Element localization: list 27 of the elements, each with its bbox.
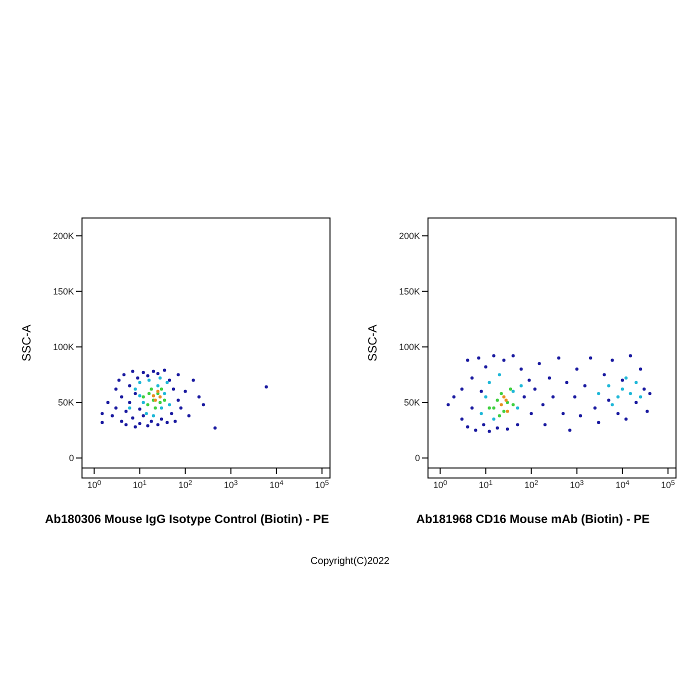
y-tick-label: 200K bbox=[398, 230, 420, 241]
x-tick-label: 10$^{2}$ bbox=[178, 480, 192, 490]
x-tick-label: 10$^{2}$ bbox=[524, 480, 538, 490]
y-tick-label: 0 bbox=[414, 453, 420, 463]
x-tick-label: 10$^{1}$ bbox=[478, 480, 493, 490]
y-axis-title: SSC-A bbox=[19, 324, 34, 362]
x-tick-label: 10$^{0}$ bbox=[87, 480, 102, 490]
y-tick-label: 0 bbox=[68, 453, 74, 463]
text: Copyright(C)2022 bbox=[310, 556, 390, 567]
y-tick-label: 100K bbox=[398, 342, 420, 352]
x-axis-title: Ab181968 CD16 Mouse mAb (Biotin) - PE bbox=[415, 512, 651, 526]
x-tick-label: 10$^{5}$ bbox=[315, 480, 330, 490]
x-tick-label: 10$^{4}$ bbox=[615, 480, 630, 490]
y-axis-title: SSC-A bbox=[365, 324, 380, 362]
y-tick-label: 50K bbox=[58, 397, 74, 408]
x-tick-label: 10$^{5}$ bbox=[661, 480, 676, 490]
x-tick-label: 10$^{3}$ bbox=[570, 480, 584, 490]
y-tick-label: 100K bbox=[52, 342, 74, 352]
x-tick-label: 10$^{0}$ bbox=[433, 480, 448, 490]
y-tick-label: 200K bbox=[52, 230, 74, 241]
x-tick-label: 10$^{1}$ bbox=[132, 480, 147, 490]
x-tick-label: 10$^{3}$ bbox=[224, 480, 238, 490]
y-tick-label: 150K bbox=[52, 286, 74, 296]
y-tick-label: 50K bbox=[404, 397, 420, 408]
x-axis-title: Ab180306 Mouse IgG Isotype Control (Biotin) - PE bbox=[44, 512, 330, 526]
y-tick-label: 150K bbox=[398, 286, 420, 296]
x-tick-label: 10$^{4}$ bbox=[269, 480, 284, 490]
